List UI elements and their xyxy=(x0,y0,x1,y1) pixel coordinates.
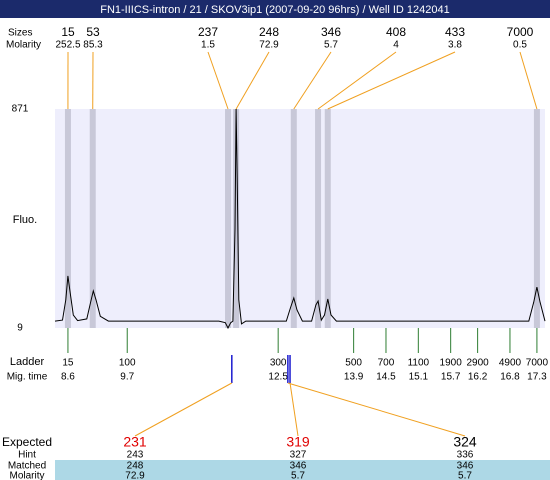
peak-connector xyxy=(207,51,229,110)
ladder-size: 15 xyxy=(62,358,74,369)
ladder-time: 15.1 xyxy=(409,372,429,383)
peak-connector xyxy=(327,51,456,110)
ladder-time: 13.9 xyxy=(344,372,364,383)
peak-size: 237 xyxy=(198,25,218,39)
expected-connector xyxy=(289,382,299,437)
peak-size: 433 xyxy=(445,25,465,39)
ladder-time: 9.7 xyxy=(120,372,134,383)
peak-band xyxy=(225,109,232,328)
sizes-label: Sizes xyxy=(8,28,32,39)
ladder-time: 16.8 xyxy=(500,372,520,383)
ladder-size: 300 xyxy=(270,358,287,369)
exp-molarity: 72.9 xyxy=(125,471,145,480)
title: FN1-IIICS-intron / 21 / SKOV3ip1 (2007-0… xyxy=(100,4,450,16)
hint: 243 xyxy=(127,450,144,461)
peak-connector xyxy=(293,51,332,110)
peak-band xyxy=(533,109,540,328)
ladder-size: 500 xyxy=(345,358,362,369)
peak-molarity: 5.7 xyxy=(324,40,338,51)
peak-connector xyxy=(519,51,538,110)
peak-connector xyxy=(235,51,270,110)
peak-molarity: 1.5 xyxy=(201,40,215,51)
y-tick-label: 871 xyxy=(12,104,29,115)
ladder-label: Ladder xyxy=(10,356,45,368)
peak-band xyxy=(64,109,71,328)
peak-molarity: 72.9 xyxy=(259,40,279,51)
plot-area xyxy=(55,109,545,328)
peak-size: 15 xyxy=(61,25,75,39)
peak-band xyxy=(89,109,96,328)
expected-size: 324 xyxy=(453,434,477,450)
expected-connector xyxy=(287,382,466,437)
peak-size: 346 xyxy=(321,25,341,39)
peak-band xyxy=(290,109,297,328)
peak-molarity: 0.5 xyxy=(513,40,527,51)
ladder-size: 100 xyxy=(119,358,136,369)
matched: 346 xyxy=(290,461,307,472)
ladder-time: 8.6 xyxy=(61,372,75,383)
trace xyxy=(54,108,546,330)
peak-size: 7000 xyxy=(507,25,534,39)
peak-size: 248 xyxy=(259,25,279,39)
expected-label: Expected xyxy=(2,435,52,449)
exp-molarity: 5.7 xyxy=(458,471,472,480)
ladder-time: 16.2 xyxy=(468,372,488,383)
exp-molarity-label: Molarity xyxy=(9,471,44,480)
ladder-size: 2900 xyxy=(466,358,489,369)
ladder-size: 700 xyxy=(378,358,395,369)
matched: 248 xyxy=(127,461,144,472)
title-bar xyxy=(0,0,550,18)
mig-time-label: Mig. time xyxy=(7,372,48,383)
matched-label: Matched xyxy=(8,461,46,472)
peak-molarity: 85.3 xyxy=(83,40,103,51)
ladder-time: 15.7 xyxy=(441,372,461,383)
ladder-time: 12.5 xyxy=(268,372,288,383)
peak-band xyxy=(233,109,240,328)
peak-molarity: 252.5 xyxy=(55,40,80,51)
hint-label: Hint xyxy=(18,450,36,461)
expected-size: 319 xyxy=(286,434,310,450)
peak-connector xyxy=(317,51,397,110)
molarity-label: Molarity xyxy=(6,40,41,51)
expected-size: 231 xyxy=(123,434,147,450)
ladder-time: 14.5 xyxy=(376,372,396,383)
matched: 346 xyxy=(457,461,474,472)
peak-band xyxy=(324,109,331,328)
peak-band xyxy=(315,109,322,328)
peak-molarity: 4 xyxy=(393,40,399,51)
ladder-size: 1900 xyxy=(440,358,463,369)
peak-size: 53 xyxy=(86,25,100,39)
y-tick-label: 9 xyxy=(17,323,23,334)
peak-molarity: 3.8 xyxy=(448,40,462,51)
matched-band xyxy=(55,460,550,480)
hint: 327 xyxy=(290,450,307,461)
ladder-size: 1100 xyxy=(408,358,430,369)
ladder-size: 4900 xyxy=(499,358,522,369)
hint: 336 xyxy=(457,450,474,461)
expected-connector xyxy=(134,382,233,437)
exp-molarity: 5.7 xyxy=(291,471,305,480)
peak-size: 408 xyxy=(386,25,406,39)
ladder-time: 17.3 xyxy=(527,372,547,383)
y-label: Fluo. xyxy=(13,214,37,226)
ladder-size: 7000 xyxy=(526,358,549,369)
